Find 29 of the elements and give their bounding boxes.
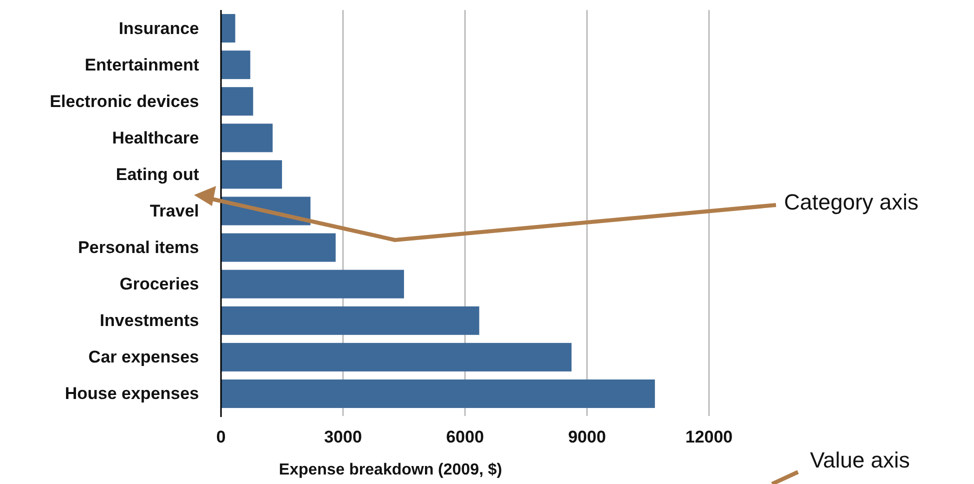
bar (221, 124, 273, 152)
y-tick-label: Electronic devices (50, 92, 199, 111)
bar (221, 342, 572, 372)
y-tick-label: Travel (150, 202, 199, 220)
bar (221, 270, 404, 298)
text: Category axis (784, 190, 919, 214)
bar (221, 50, 250, 80)
bar (221, 14, 236, 43)
y-tick-label: Entertainment (84, 55, 200, 74)
bar (221, 87, 254, 116)
bar (221, 306, 480, 335)
x-tick-label: 0 (216, 428, 226, 446)
x-tick-label: 12000 (685, 428, 733, 446)
bar (221, 233, 336, 262)
x-tick-label: 3000 (324, 428, 362, 446)
y-tick-label: Personal items (78, 238, 199, 258)
x-tick-label: 6000 (446, 428, 484, 446)
y-tick-label: Groceries (120, 274, 199, 294)
x-tick-label: 9000 (568, 428, 606, 446)
y-tick-label: Investments (100, 311, 199, 330)
text: Value axis (810, 448, 910, 472)
y-tick-label: Car expenses (88, 348, 199, 367)
y-tick-label: Eating out (116, 164, 200, 184)
y-tick-label: House expenses (64, 384, 199, 404)
bar (221, 160, 282, 189)
y-tick-label: Insurance (118, 18, 199, 38)
y-tick-label: Healthcare (112, 128, 199, 148)
x-axis-title: Expense breakdown (2009, $) (278, 462, 502, 478)
bar (221, 379, 655, 408)
